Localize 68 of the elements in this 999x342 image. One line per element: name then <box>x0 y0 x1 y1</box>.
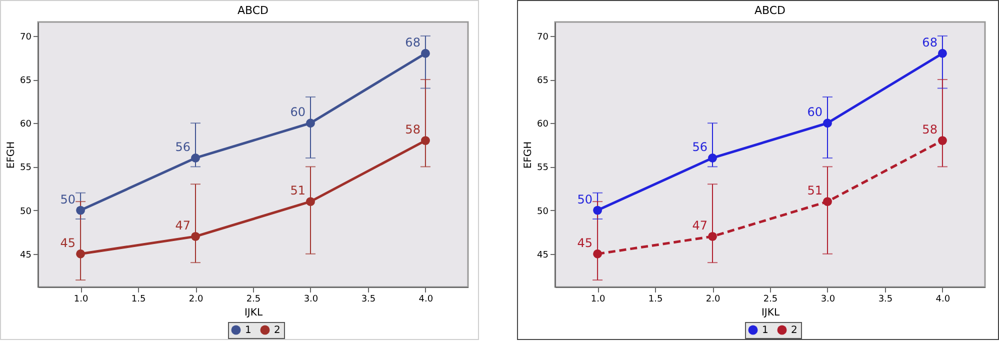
legend-label: 2 <box>274 325 280 336</box>
point <box>76 249 86 258</box>
y-tick-label: 55 <box>20 163 32 174</box>
point <box>938 48 947 58</box>
data-label: 58 <box>922 122 938 137</box>
x-tick-label: 2.5 <box>246 294 261 304</box>
y-axis-title: EFGH <box>6 141 18 169</box>
x-tick-label: 3.0 <box>304 294 318 304</box>
data-label: 47 <box>175 218 191 232</box>
point <box>420 48 430 58</box>
point <box>191 232 200 241</box>
y-tick-label: 65 <box>537 76 548 86</box>
point <box>306 197 315 206</box>
data-label: 45 <box>60 236 76 250</box>
x-tick-label: 2.5 <box>763 294 778 304</box>
chart-title: ABCD <box>754 4 786 17</box>
data-label: 68 <box>922 35 938 50</box>
y-tick-label: 50 <box>20 206 32 217</box>
data-label: 51 <box>807 184 822 198</box>
point <box>593 249 602 258</box>
point <box>420 136 430 146</box>
y-tick-label: 45 <box>20 250 32 260</box>
point <box>708 232 717 241</box>
point <box>76 206 86 215</box>
point <box>191 154 200 162</box>
y-tick-label: 65 <box>20 76 32 86</box>
x-axis-title: IJKL <box>761 308 780 318</box>
point <box>823 118 832 128</box>
x-tick-label: 1.5 <box>648 294 663 304</box>
y-tick-label: 55 <box>537 163 548 174</box>
x-tick-label: 2.0 <box>706 294 720 304</box>
y-tick-label: 60 <box>537 120 549 130</box>
x-axis-title: IJKL <box>244 308 263 318</box>
point <box>938 136 947 146</box>
chart-title: ABCD <box>237 4 269 17</box>
point <box>823 197 832 206</box>
x-tick-label: 4.0 <box>418 294 434 304</box>
legend-label: 2 <box>791 325 798 336</box>
x-tick-label: 3.5 <box>878 294 893 304</box>
y-tick-label: 70 <box>20 32 32 42</box>
x-tick-label: 1.0 <box>74 294 88 304</box>
data-label: 56 <box>175 140 191 154</box>
data-label: 47 <box>692 218 708 232</box>
x-tick-label: 3.5 <box>361 294 376 304</box>
data-label: 51 <box>290 184 306 198</box>
x-tick-label: 3.0 <box>820 294 836 304</box>
y-tick-label: 60 <box>20 120 32 130</box>
data-label: 56 <box>692 140 708 154</box>
point <box>306 118 315 128</box>
x-tick-label: 1.5 <box>131 294 146 304</box>
y-tick-label: 50 <box>537 206 549 217</box>
y-tick-label: 45 <box>537 250 548 260</box>
legend-label: 1 <box>762 325 768 336</box>
data-label: 58 <box>405 122 420 137</box>
data-label: 50 <box>577 192 593 206</box>
data-label: 45 <box>577 236 593 250</box>
y-axis-title: EFGH <box>523 141 534 169</box>
y-tick-label: 70 <box>537 32 549 42</box>
data-label: 68 <box>405 35 420 50</box>
x-tick-label: 2.0 <box>188 294 204 304</box>
data-label: 60 <box>290 105 306 120</box>
legend-label: 1 <box>245 325 252 336</box>
x-tick-label: 1.0 <box>590 294 606 304</box>
x-tick-label: 4.0 <box>936 294 950 304</box>
point <box>708 154 717 162</box>
data-label: 60 <box>807 105 822 120</box>
data-label: 50 <box>60 192 76 206</box>
point <box>593 206 602 215</box>
